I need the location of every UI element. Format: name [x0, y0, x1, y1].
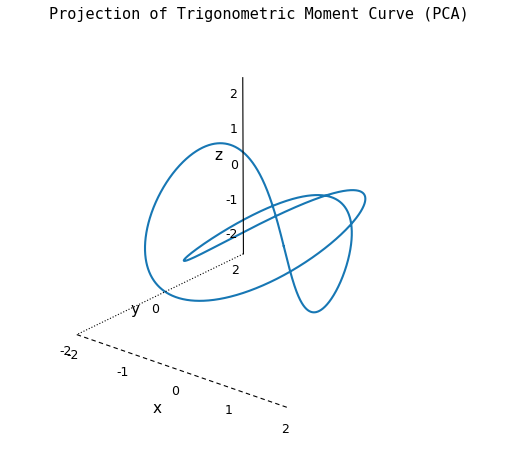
Title: Projection of Trigonometric Moment Curve (PCA): Projection of Trigonometric Moment Curve… [49, 7, 469, 22]
